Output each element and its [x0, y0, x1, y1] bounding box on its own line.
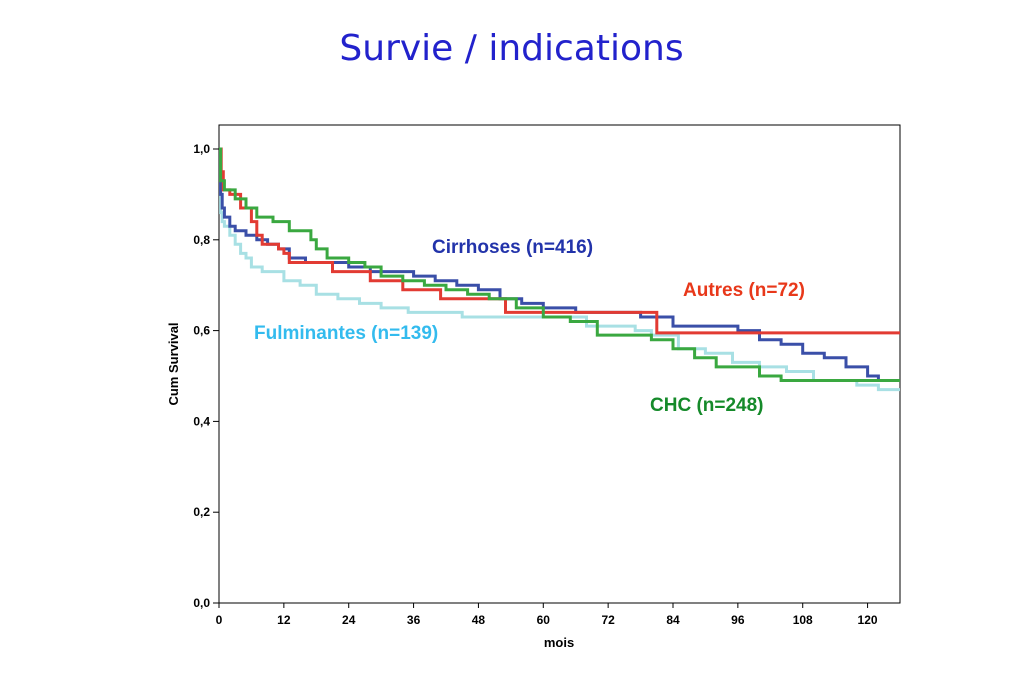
x-tick-label: 96: [731, 613, 745, 627]
y-axis: 0,0 0,2 0,4 0,6 0,8 1,0: [193, 142, 219, 610]
y-tick-label: 0,6: [193, 324, 210, 338]
series-lines: [219, 147, 900, 392]
series-label-chc: CHC (n=248): [650, 395, 764, 416]
x-tick-label: 36: [407, 613, 421, 627]
x-tick-label: 12: [277, 613, 291, 627]
series-line-autres: [219, 147, 900, 335]
x-tick-label: 84: [666, 613, 680, 627]
x-tick-label: 48: [472, 613, 486, 627]
series-label-fulminantes: Fulminantes (n=139): [254, 323, 438, 344]
plot-frame: [218, 124, 901, 604]
x-tick-label: 60: [537, 613, 551, 627]
x-tick-label: 108: [793, 613, 813, 627]
y-tick-label: 0,8: [193, 233, 210, 247]
x-tick-label: 24: [342, 613, 356, 627]
y-tick-label: 0,4: [193, 414, 210, 428]
x-axis-title: mois: [544, 635, 574, 650]
series-label-cirrhoses: Cirrhoses (n=416): [432, 237, 593, 258]
x-axis: 0 12 24 36 48 60 72 84 96 108 120: [216, 603, 878, 627]
x-tick-label: 120: [858, 613, 878, 627]
series-label-autres: Autres (n=72): [683, 280, 805, 301]
series-line-cirrhoses: [219, 147, 900, 382]
x-tick-label: 0: [216, 613, 223, 627]
slide-title: Survie / indications: [339, 28, 684, 69]
y-tick-label: 1,0: [193, 142, 210, 156]
series-line-chc: [219, 147, 900, 382]
y-tick-label: 0,2: [193, 505, 210, 519]
y-axis-title: Cum Survival: [166, 322, 181, 405]
series-line-fulminantes: [219, 147, 900, 392]
x-tick-label: 72: [601, 613, 615, 627]
y-tick-label: 0,0: [193, 596, 210, 610]
